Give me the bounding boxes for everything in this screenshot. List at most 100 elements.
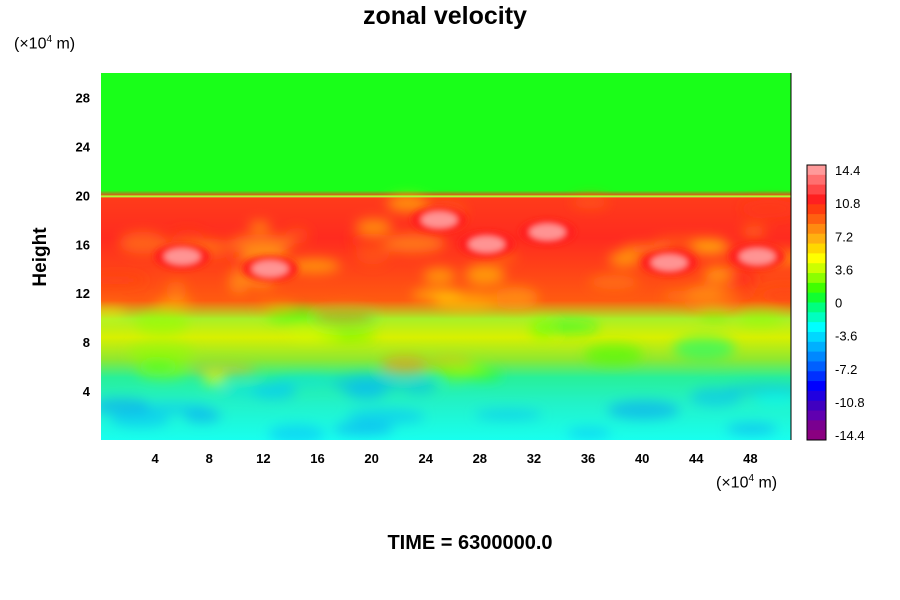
field-cell xyxy=(268,424,326,440)
colorbar-label: 0 xyxy=(835,296,842,311)
field-cell xyxy=(228,234,295,252)
velocity-maximum-core xyxy=(739,248,776,265)
colorbar-swatch xyxy=(807,204,826,215)
field-cell xyxy=(274,375,341,388)
field-cell xyxy=(289,328,339,341)
field-cell xyxy=(459,361,488,378)
y-tick-label: 28 xyxy=(76,90,90,105)
field-cell xyxy=(153,300,194,309)
field-cell xyxy=(571,195,609,210)
colorbar-swatch xyxy=(807,223,826,235)
colorbar-swatch xyxy=(807,292,826,303)
x-tick-label: 36 xyxy=(581,451,595,466)
field-cell xyxy=(188,364,257,375)
field-cell xyxy=(474,409,543,421)
colorbar-swatch xyxy=(807,390,826,402)
colorbar-swatch xyxy=(807,184,826,195)
field-cell xyxy=(566,427,612,439)
y-tick-label: 12 xyxy=(76,286,90,301)
velocity-maximum-core xyxy=(164,248,201,265)
field-texture xyxy=(101,195,791,440)
field-cell xyxy=(140,362,176,371)
field-cell xyxy=(255,300,293,310)
velocity-maximum-core xyxy=(529,224,566,241)
colorbar-swatch xyxy=(807,273,826,284)
colorbar-swatch xyxy=(807,253,826,264)
colorbar-swatch xyxy=(807,410,826,421)
y-tick-label: 24 xyxy=(76,139,91,154)
field-cell xyxy=(101,308,127,318)
colorbar-swatch xyxy=(807,214,826,225)
field-maxima xyxy=(154,206,786,282)
y-tick-label: 16 xyxy=(76,237,90,252)
colorbar-label: 10.8 xyxy=(835,196,860,211)
colorbar-frame xyxy=(806,164,827,441)
field-cell xyxy=(265,307,322,324)
field-cell xyxy=(332,422,394,436)
colorbar-swatch xyxy=(807,371,826,382)
velocity-maximum-core xyxy=(252,260,289,277)
field-cell xyxy=(346,408,426,425)
plot-area xyxy=(101,73,791,440)
field-cell xyxy=(753,393,791,407)
field-cell xyxy=(288,258,341,273)
field-cell xyxy=(697,311,731,321)
field-cell xyxy=(248,221,271,232)
field-cell xyxy=(101,398,150,415)
x-tick-label: 4 xyxy=(152,451,160,466)
field-cell xyxy=(465,264,505,286)
field-cell xyxy=(703,266,733,283)
colorbar-label: -14.4 xyxy=(835,428,865,443)
colorbar-swatch xyxy=(807,243,826,254)
field-cell xyxy=(759,287,791,303)
field-cell xyxy=(653,236,720,246)
colorbar-label: 7.2 xyxy=(835,229,853,244)
velocity-maximum-core xyxy=(651,254,688,271)
field-cell xyxy=(220,384,292,398)
field-cell xyxy=(588,275,640,290)
colorbar-swatch xyxy=(807,430,826,441)
colorbar-swatch xyxy=(807,233,826,245)
y-unit-label: (×104 m) xyxy=(14,34,76,53)
field-cell xyxy=(400,378,437,395)
field-cell xyxy=(737,311,783,327)
field-cell xyxy=(609,251,641,267)
x-tick-label: 32 xyxy=(527,451,541,466)
x-tick-label: 44 xyxy=(689,451,704,466)
field-cell xyxy=(348,233,394,249)
field-cell xyxy=(134,403,210,415)
field-cell xyxy=(379,233,446,253)
time-label: TIME = 6300000.0 xyxy=(387,532,553,554)
chart-title: zonal velocity xyxy=(363,2,527,30)
field-cell xyxy=(726,423,778,435)
field-cell xyxy=(118,231,167,254)
field-cell xyxy=(740,199,791,218)
field-cell xyxy=(530,318,554,341)
field-cell xyxy=(717,291,760,301)
field-cell xyxy=(584,343,643,366)
colorbar-swatch xyxy=(807,165,826,176)
colorbar-label: -3.6 xyxy=(835,329,857,344)
colorbar-label: -10.8 xyxy=(835,395,865,410)
colorbar-swatch xyxy=(807,312,826,323)
colorbar-swatch xyxy=(807,263,826,274)
field-cell xyxy=(313,306,375,325)
x-tick-label: 12 xyxy=(256,451,270,466)
velocity-maximum-core xyxy=(421,211,458,228)
field-cell xyxy=(110,411,171,428)
field-cell xyxy=(135,311,189,335)
colorbar-swatch xyxy=(807,420,826,431)
colorbar-swatch xyxy=(807,361,826,372)
field-cell xyxy=(607,400,680,420)
x-unit-label: (×104 m) xyxy=(716,473,778,492)
colorbar-swatch xyxy=(807,400,826,412)
colorbar-swatch xyxy=(807,341,826,353)
field-cell xyxy=(673,336,736,361)
x-tick-label: 40 xyxy=(635,451,649,466)
colorbar-swatch xyxy=(807,331,826,343)
field-cell xyxy=(423,268,456,284)
y-tick-label: 8 xyxy=(83,335,90,350)
colorbar-swatch xyxy=(807,302,826,313)
